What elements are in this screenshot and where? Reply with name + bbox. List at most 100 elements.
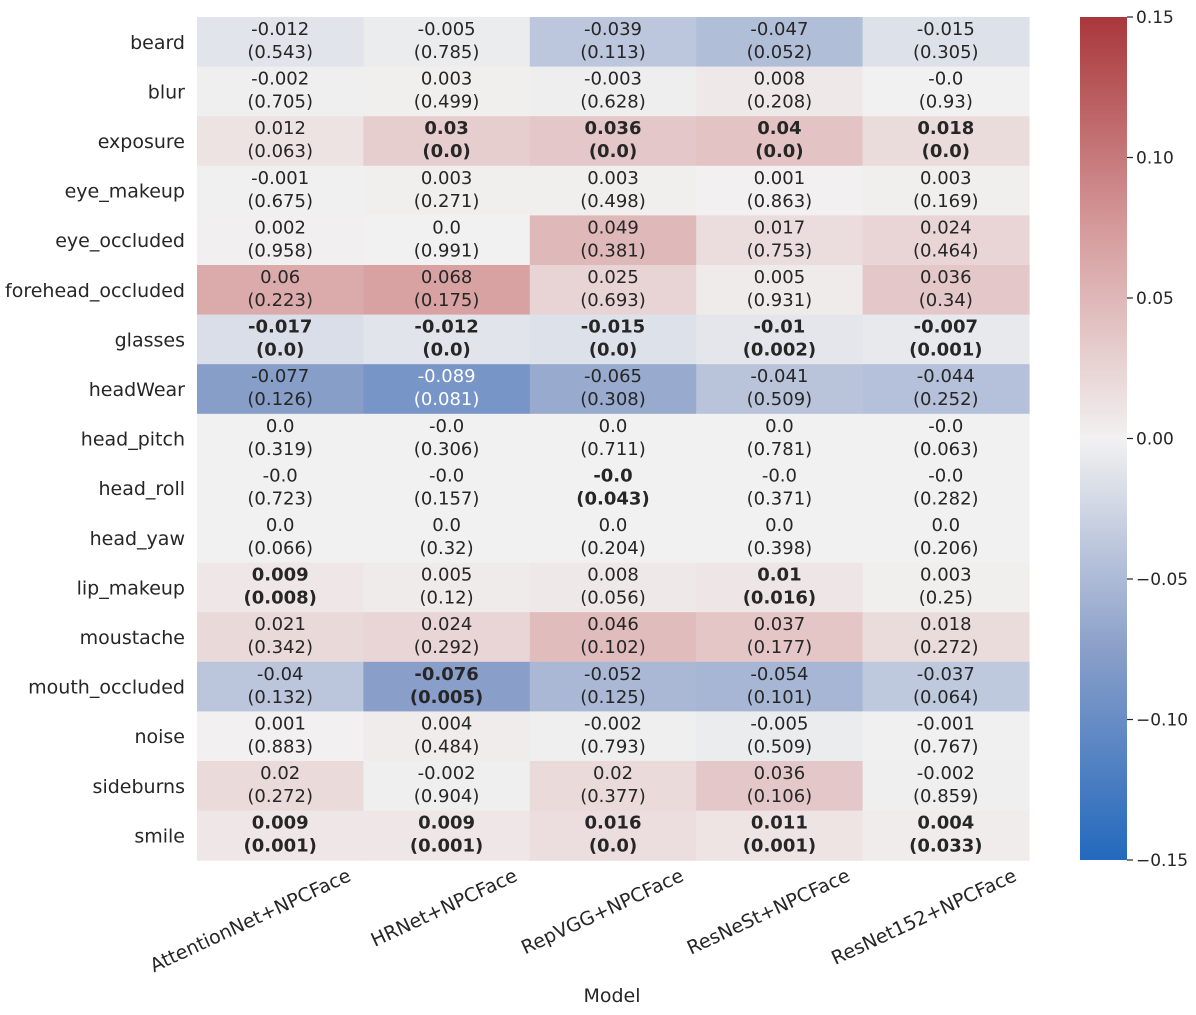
cell-value-label: -0.052 (584, 664, 642, 685)
cell-pvalue-label: (0.0) (589, 836, 637, 857)
heatmap-cell (197, 562, 364, 613)
heatmap-cell (696, 711, 864, 762)
heatmap-cell (363, 314, 531, 365)
heatmap-cell (529, 810, 697, 861)
heatmap-cell (696, 513, 864, 564)
cell-pvalue-label: (0.767) (913, 736, 979, 757)
cell-value-label: 0.036 (754, 763, 806, 784)
cell-value-label: 0.016 (585, 813, 642, 834)
cell-value-label: -0.037 (917, 664, 975, 685)
heatmap-cell (363, 364, 531, 415)
heatmap-cell (363, 165, 531, 216)
cell-value-label: 0.003 (920, 565, 972, 586)
cell-value-label: 0.04 (757, 118, 801, 139)
cell-pvalue-label: (0.008) (244, 588, 317, 609)
cell-value-label: -0.005 (750, 713, 808, 734)
y-tick-label: head_roll (98, 478, 185, 500)
heatmap-cell (696, 215, 864, 266)
y-tick-label: lip_makeup (77, 577, 185, 599)
heatmap-cell (529, 711, 697, 762)
heatmap-cell (529, 66, 697, 117)
cell-value-label: -0.017 (248, 317, 312, 338)
y-tick-label: sideburns (93, 776, 185, 798)
cell-pvalue-label: (0.0) (256, 340, 304, 361)
heatmap-cell (862, 66, 1030, 117)
heatmap-cell (363, 66, 531, 117)
colorbar-tick-label: −0.05 (1136, 570, 1188, 590)
cell-value-label: -0.0 (928, 465, 963, 486)
colorbar-tick-label: 0.15 (1136, 8, 1174, 28)
heatmap-cell (197, 165, 364, 216)
cell-pvalue-label: (0.543) (247, 42, 313, 63)
cell-pvalue-label: (0.064) (913, 687, 979, 708)
heatmap-cell (363, 215, 531, 266)
cell-pvalue-label: (0.484) (414, 736, 480, 757)
heatmap-cell (197, 612, 364, 663)
cell-value-label: 0.003 (421, 69, 473, 90)
cell-pvalue-label: (0.308) (580, 389, 646, 410)
cell-value-label: -0.002 (917, 763, 975, 784)
heatmap-cell (529, 314, 697, 365)
heatmap-cell (363, 562, 531, 613)
heatmap-cell (363, 463, 531, 514)
colorbar-ticks: 0.15 0.10 0.05 0.00 −0.05 −0.10 −0.15 (1127, 8, 1188, 871)
cell-value-label: 0.03 (424, 118, 468, 139)
cell-pvalue-label: (0.081) (414, 389, 480, 410)
cell-pvalue-label: (0.0) (922, 141, 970, 162)
heatmap-cells: -0.012(0.543)-0.005(0.785)-0.039(0.113)-… (197, 17, 1030, 861)
cell-value-label: -0.089 (418, 366, 476, 387)
cell-value-label: -0.002 (584, 713, 642, 734)
heatmap-cell (696, 265, 864, 316)
cell-value-label: 0.0 (765, 416, 794, 437)
cell-value-label: -0.077 (251, 366, 309, 387)
cell-value-label: 0.049 (587, 217, 639, 238)
cell-value-label: -0.047 (750, 19, 808, 40)
cell-value-label: -0.041 (750, 366, 808, 387)
cell-pvalue-label: (0.223) (247, 290, 313, 311)
cell-value-label: 0.0 (266, 515, 295, 536)
heatmap-cell (197, 413, 364, 464)
cell-value-label: 0.01 (757, 565, 801, 586)
colorbar-tick-label: 0.00 (1136, 430, 1174, 450)
heatmap-cell (696, 661, 864, 712)
cell-pvalue-label: (0.863) (747, 191, 813, 212)
cell-value-label: -0.044 (917, 366, 975, 387)
cell-value-label: -0.005 (418, 19, 476, 40)
heatmap-cell (696, 413, 864, 464)
cell-pvalue-label: (0.043) (576, 488, 649, 509)
heatmap-cell (696, 66, 864, 117)
heatmap-cell (529, 364, 697, 415)
heatmap-cell (197, 116, 364, 167)
cell-value-label: -0.003 (584, 69, 642, 90)
cell-value-label: 0.004 (421, 713, 473, 734)
heatmap-cell (862, 562, 1030, 613)
cell-pvalue-label: (0.509) (747, 736, 813, 757)
cell-pvalue-label: (0.0) (589, 141, 637, 162)
heatmap-cell (862, 612, 1030, 663)
cell-pvalue-label: (0.169) (913, 191, 979, 212)
cell-value-label: 0.036 (585, 118, 642, 139)
heatmap-cell (696, 364, 864, 415)
cell-pvalue-label: (0.005) (410, 687, 483, 708)
cell-pvalue-label: (0.001) (909, 340, 982, 361)
cell-pvalue-label: (0.398) (747, 538, 813, 559)
heatmap-cell (862, 761, 1030, 812)
y-tick-label: eye_occluded (55, 230, 185, 252)
heatmap-cell (862, 711, 1030, 762)
cell-pvalue-label: (0.781) (747, 439, 813, 460)
y-tick-label: head_pitch (81, 429, 185, 451)
cell-pvalue-label: (0.306) (414, 439, 480, 460)
cell-value-label: -0.012 (414, 317, 478, 338)
colorbar (1080, 17, 1127, 860)
heatmap-cell (197, 761, 364, 812)
cell-pvalue-label: (0.125) (580, 687, 646, 708)
cell-value-label: -0.001 (917, 713, 975, 734)
cell-pvalue-label: (0.001) (743, 836, 816, 857)
cell-value-label: 0.009 (252, 813, 309, 834)
cell-pvalue-label: (0.32) (420, 538, 474, 559)
y-tick-label: mouth_occluded (28, 677, 185, 699)
cell-pvalue-label: (0.675) (247, 191, 313, 212)
cell-pvalue-label: (0.753) (747, 240, 813, 261)
cell-value-label: 0.037 (754, 614, 806, 635)
y-tick-label: moustache (80, 627, 185, 649)
